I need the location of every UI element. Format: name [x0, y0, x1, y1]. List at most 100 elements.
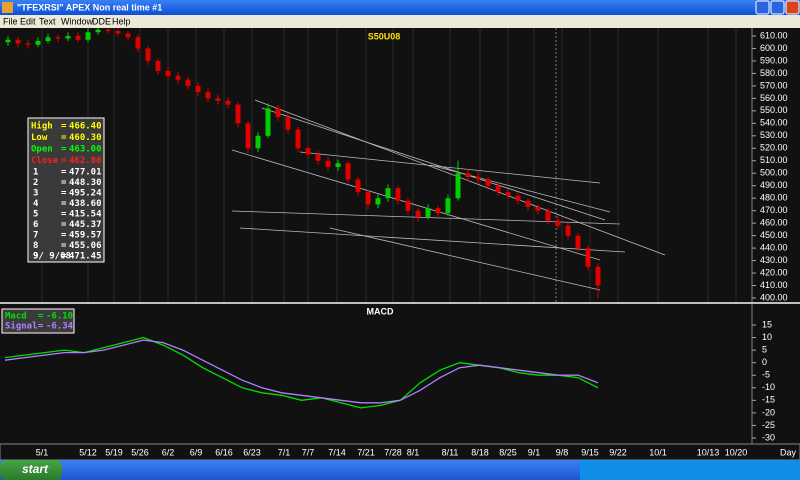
price-tick-label: 560.00: [760, 93, 788, 103]
date-label: 5/1: [36, 447, 49, 457]
macd-tick-label: 15: [762, 319, 772, 329]
candle-body: [115, 31, 121, 34]
date-label: 10/20: [725, 447, 748, 457]
date-label: 5/19: [105, 447, 123, 457]
macd-legend-label: Macd: [5, 312, 27, 322]
candle-body: [185, 79, 191, 86]
close-button[interactable]: [785, 0, 800, 15]
candle-body: [255, 135, 261, 149]
candle-body: [365, 191, 371, 205]
level-equals: =: [61, 168, 67, 178]
menu-item[interactable]: Text: [39, 16, 56, 26]
price-tick-label: 470.00: [760, 205, 788, 215]
candle-body: [375, 198, 381, 205]
info-label: High: [31, 121, 53, 132]
date-label: 5/26: [131, 447, 149, 457]
candle-body: [145, 48, 151, 61]
info-label: Low: [31, 133, 48, 143]
candle-body: [265, 108, 271, 136]
minimize-button[interactable]: [755, 0, 770, 15]
price-tick-label: 520.00: [760, 143, 788, 153]
date-label: 8/11: [442, 447, 459, 457]
level-label: 8: [33, 241, 38, 251]
macd-panel: [0, 304, 800, 444]
macd-tick-label: -20: [762, 407, 775, 417]
level-label: 4: [33, 199, 39, 209]
date-label: 7/14: [328, 447, 346, 457]
candle-body: [95, 29, 101, 33]
date-label: 8/18: [471, 447, 489, 457]
level-equals: =: [61, 241, 67, 251]
macd-legend-equals: =: [38, 322, 44, 332]
candle-body: [565, 225, 571, 236]
macd-legend-value: -6.10: [46, 312, 73, 322]
candle-body: [205, 92, 211, 99]
date-label: 7/21: [357, 447, 375, 457]
candle-body: [165, 70, 171, 76]
candle-body: [355, 179, 361, 192]
candle-body: [395, 188, 401, 201]
macd-tick-label: 0: [762, 357, 767, 367]
level-value: 459.57: [69, 231, 102, 241]
candle-body: [485, 179, 491, 186]
level-label: 2: [33, 178, 38, 188]
menu-item[interactable]: DDE: [92, 16, 111, 26]
candle-body: [125, 33, 131, 38]
price-tick-label: 430.00: [760, 255, 788, 265]
level-equals: =: [61, 178, 67, 188]
price-tick-label: 530.00: [760, 130, 788, 140]
candle-body: [25, 43, 31, 45]
candle-body: [415, 210, 421, 217]
macd-tick-label: -25: [762, 420, 775, 430]
candle-body: [175, 75, 181, 80]
info-equals: =: [61, 133, 67, 143]
candle-body: [575, 235, 581, 249]
level-value: 448.30: [69, 178, 102, 188]
price-tick-label: 420.00: [760, 267, 788, 277]
date-label: 8/25: [499, 447, 517, 457]
level-value: 455.06: [69, 241, 102, 251]
menu-bar: [0, 15, 800, 28]
level-value: 445.37: [69, 220, 102, 230]
level-value: 415.54: [69, 210, 102, 220]
menu-item[interactable]: File: [3, 16, 18, 26]
candle-body: [335, 163, 341, 167]
level-equals: =: [61, 220, 67, 230]
price-tick-label: 410.00: [760, 280, 788, 290]
level-label: 3: [33, 189, 38, 199]
candle-body: [475, 176, 481, 180]
macd-tick-label: 10: [762, 332, 772, 342]
candle-body: [555, 220, 561, 226]
macd-tick-label: 5: [762, 344, 767, 354]
candle-body: [45, 37, 51, 41]
price-tick-label: 500.00: [760, 168, 788, 178]
price-tick-label: 460.00: [760, 218, 788, 228]
app-icon: [2, 2, 13, 13]
candle-body: [75, 36, 81, 40]
menu-item[interactable]: Edit: [20, 16, 36, 26]
macd-tick-label: -15: [762, 395, 775, 405]
price-tick-label: 570.00: [760, 80, 788, 90]
level-value: 477.01: [69, 168, 102, 178]
date-label: 6/2: [162, 447, 175, 457]
info-equals: =: [61, 122, 67, 132]
level-label: 9: [33, 252, 38, 262]
date-label: 9/22: [609, 447, 627, 457]
menu-item[interactable]: Help: [112, 16, 131, 26]
system-tray: [580, 460, 800, 480]
start-button[interactable]: [0, 460, 62, 480]
maximize-button[interactable]: [770, 0, 785, 15]
menu-item[interactable]: Window: [61, 16, 94, 26]
candle-body: [545, 210, 551, 221]
candle-body: [385, 188, 391, 199]
price-panel: [0, 28, 800, 303]
price-tick-label: 510.00: [760, 155, 788, 165]
level-equals: =: [61, 189, 67, 199]
price-tick-label: 610.00: [760, 30, 788, 40]
level-equals: =: [61, 199, 67, 209]
candle-body: [535, 206, 541, 211]
level-value: 471.45: [69, 252, 102, 262]
candle-body: [345, 163, 351, 180]
level-label: 7: [33, 231, 38, 241]
